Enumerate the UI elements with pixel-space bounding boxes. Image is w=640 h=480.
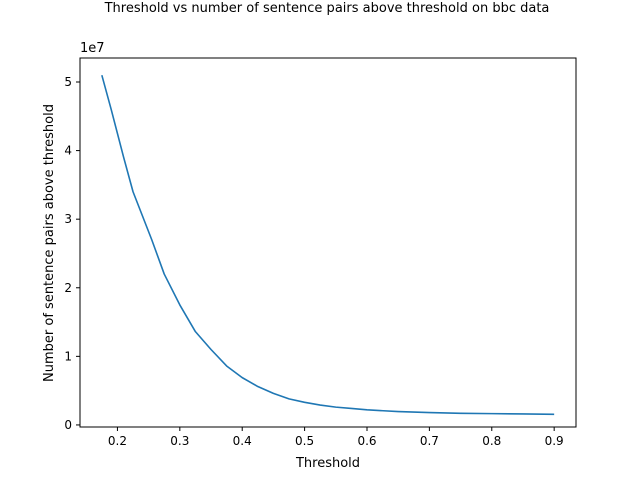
x-tick-label: 0.2	[108, 434, 127, 448]
y-tick-label: 5	[64, 75, 72, 89]
x-tick-label: 0.4	[233, 434, 252, 448]
y-tick-label: 1	[64, 349, 72, 363]
y-axis: 0 1 2 3 4 5	[64, 75, 80, 432]
y-tick-label: 4	[64, 144, 72, 158]
series-line-0	[101, 74, 555, 416]
x-axis: 0.2 0.3 0.4 0.5 0.6 0.7 0.8 0.9	[108, 427, 564, 448]
x-tick-label: 0.8	[482, 434, 501, 448]
y-tick-label: 2	[64, 281, 72, 295]
x-tick-label: 0.7	[420, 434, 439, 448]
x-tick-label: 0.3	[170, 434, 189, 448]
y-axis-label: Number of sentence pairs above threshold	[42, 104, 57, 382]
x-tick-label: 0.6	[357, 434, 376, 448]
plot-area	[101, 74, 555, 416]
x-tick-label: 0.5	[295, 434, 314, 448]
x-axis-label: Threshold	[295, 456, 360, 471]
axes-frame	[79, 57, 577, 428]
x-tick-label: 0.9	[545, 434, 564, 448]
y-tick-label: 3	[64, 212, 72, 226]
chart-title: Threshold vs number of sentence pairs ab…	[104, 1, 550, 16]
y-offset-label: 1e7	[80, 41, 105, 56]
y-tick-label: 0	[64, 418, 72, 432]
